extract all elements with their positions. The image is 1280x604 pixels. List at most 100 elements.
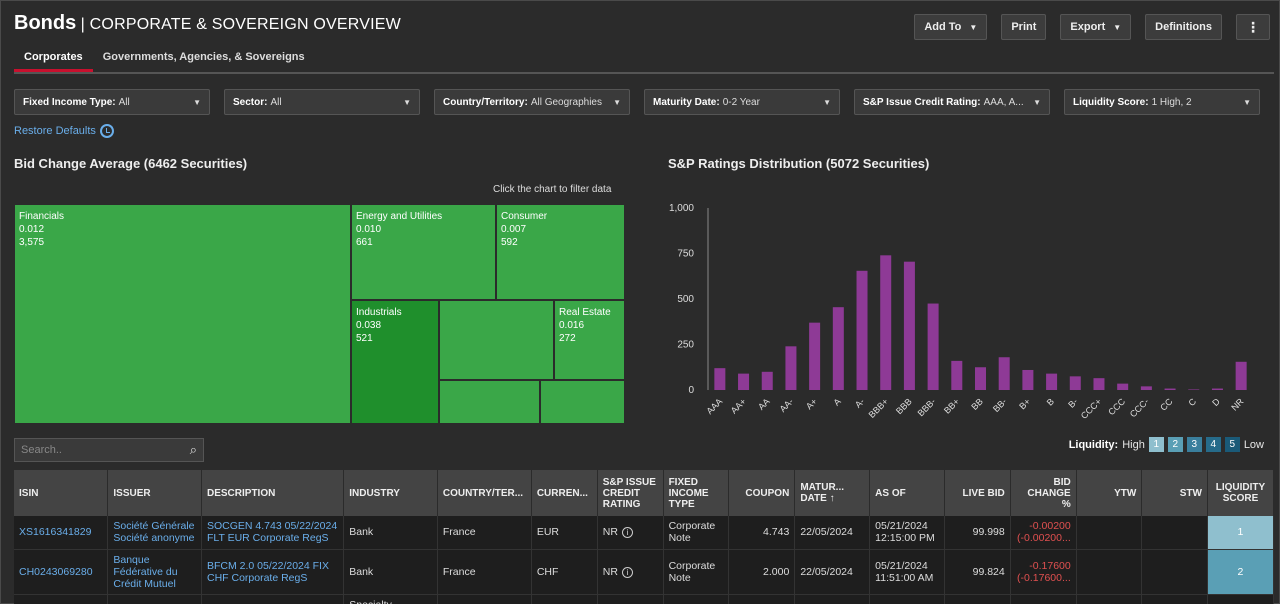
bar-BBB[interactable] (903, 261, 915, 390)
bar-CCC+[interactable] (1093, 378, 1105, 390)
info-icon[interactable]: i (621, 566, 633, 578)
table-row: CH0243069280 Banque Fédérative du Crédit… (14, 549, 1275, 595)
bar-BBB-[interactable] (927, 303, 939, 390)
cell-ytw (1076, 549, 1143, 595)
bar-BB-[interactable] (998, 357, 1010, 390)
search-input[interactable]: Search.. ⌕ (14, 438, 204, 462)
print-button[interactable]: Print (1001, 14, 1047, 40)
tab-governments[interactable]: Governments, Agencies, & Sovereigns (102, 51, 305, 63)
bar-CCC-[interactable] (1140, 386, 1152, 390)
treemap-cell-unlabeled[interactable] (439, 300, 554, 380)
bar-A-[interactable] (856, 270, 868, 390)
col-as-of[interactable]: AS OF (869, 470, 946, 516)
cell-live-bid: 99.998 (944, 516, 1011, 550)
bar-D[interactable] (1211, 388, 1223, 390)
table-header-row: ISIN ISSUER DESCRIPTION INDUSTRY COUNTRY… (14, 470, 1275, 516)
more-options-button[interactable]: ⋮ (1236, 14, 1270, 40)
cell-empty (597, 594, 664, 604)
treemap-cell-consumer[interactable]: Consumer 0.007 592 (496, 204, 625, 300)
add-to-button[interactable]: Add To ▼ (914, 14, 988, 40)
filter-sector[interactable]: Sector: All ▼ (224, 89, 420, 115)
export-button[interactable]: Export ▼ (1060, 14, 1132, 40)
x-tick-label: D (1210, 396, 1222, 408)
col-industry[interactable]: INDUSTRY (343, 470, 438, 516)
treemap-hint: Click the chart to filter data (493, 184, 612, 195)
bar-AA+[interactable] (738, 373, 750, 390)
col-live-bid[interactable]: LIVE BID (944, 470, 1011, 516)
liquidity-level-4: 4 (1205, 437, 1221, 452)
cell-count: 592 (501, 237, 518, 248)
cell-bid-change: -0.00200 (-0.00200... (1010, 516, 1077, 550)
cell-count: 272 (559, 333, 576, 344)
filter-value: All Geographies (530, 96, 602, 108)
col-bid-change[interactable]: BID CHANGE % (1010, 470, 1077, 516)
x-tick-label: B- (1066, 396, 1079, 409)
info-icon[interactable]: i (621, 527, 633, 539)
chevron-down-icon: ▼ (193, 97, 201, 107)
col-issuer[interactable]: ISSUER (107, 470, 202, 516)
bar-B+[interactable] (1022, 369, 1034, 390)
col-coupon[interactable]: COUPON (728, 470, 796, 516)
treemap-cell-real-estate[interactable]: Real Estate 0.016 272 (554, 300, 625, 380)
cell-isin[interactable]: XS1616341829 (14, 516, 109, 550)
bar-CCC[interactable] (1117, 383, 1129, 390)
liquidity-level-1: 1 (1148, 437, 1164, 452)
bar-C[interactable] (1188, 389, 1200, 390)
chevron-down-icon: ▼ (1113, 22, 1122, 32)
bar-BB[interactable] (975, 367, 986, 390)
bar-NR[interactable] (1235, 361, 1247, 390)
col-country[interactable]: COUNTRY/TER... (437, 470, 532, 516)
treemap-cell-financials[interactable]: Financials 0.012 3,575 (14, 204, 351, 424)
cell-bid-change: -0.17600 (-0.17600... (1010, 549, 1077, 595)
print-label: Print (1011, 21, 1037, 33)
treemap-cell-energy[interactable]: Energy and Utilities 0.010 661 (351, 204, 496, 300)
filter-fixed-income-type[interactable]: Fixed Income Type: All ▼ (14, 89, 210, 115)
bar-BBB+[interactable] (880, 255, 892, 390)
treemap-cell-unlabeled[interactable] (439, 380, 540, 424)
tab-corporates[interactable]: Corporates (14, 44, 93, 72)
treemap-cell-industrials[interactable]: Industrials 0.038 521 (351, 300, 439, 424)
col-currency[interactable]: CURREN... (531, 470, 598, 516)
bar-BB+[interactable] (951, 360, 963, 390)
treemap-cell-unlabeled[interactable] (540, 380, 625, 424)
filter-maturity-date[interactable]: Maturity Date: 0-2 Year ▼ (644, 89, 840, 115)
bar-A[interactable] (832, 307, 844, 390)
filter-liquidity-score[interactable]: Liquidity Score: 1 High, 2 ▼ (1064, 89, 1260, 115)
filter-country[interactable]: Country/Territory: All Geographies ▼ (434, 89, 630, 115)
cell-description[interactable]: BFCM 2.0 05/22/2024 FIX CHF Corporate Re… (201, 549, 345, 595)
bar-CC[interactable] (1164, 388, 1176, 390)
x-tick-label: AA+ (729, 396, 748, 415)
cell-empty (728, 594, 796, 604)
restore-defaults-link[interactable]: Restore Defaults (14, 124, 114, 138)
x-tick-label: BBB- (916, 396, 938, 418)
bar-B-[interactable] (1069, 376, 1081, 390)
bid-change-value: -0.00200 (1029, 520, 1071, 533)
cell-coupon: 4.743 (728, 516, 796, 550)
col-liquidity-score[interactable]: LIQUIDITY SCORE (1207, 470, 1275, 516)
col-ytw[interactable]: YTW (1076, 470, 1143, 516)
x-tick-label: AA (756, 396, 772, 412)
cell-isin[interactable]: CH0243069280 (14, 549, 109, 595)
col-maturity-date[interactable]: MATUR... DATE ↑ (794, 470, 871, 516)
cell-issuer[interactable]: Banque Fédérative du Crédit Mutuel (107, 549, 202, 595)
bar-AA-[interactable] (785, 346, 797, 390)
bar-B[interactable] (1046, 373, 1058, 390)
filter-credit-rating[interactable]: S&P Issue Credit Rating: AAA, A... ▼ (854, 89, 1050, 115)
col-stw[interactable]: STW (1141, 470, 1208, 516)
bar-AA[interactable] (761, 371, 773, 390)
col-description[interactable]: DESCRIPTION (201, 470, 345, 516)
col-fixed-income-type[interactable]: FIXED INCOME TYPE (663, 470, 730, 516)
bar-A+[interactable] (809, 322, 821, 390)
bar-AAA[interactable] (714, 368, 726, 390)
search-icon: ⌕ (189, 442, 197, 457)
y-tick-label: 750 (677, 249, 694, 260)
x-tick-label: NR (1229, 396, 1246, 413)
filter-key: Sector: (233, 96, 268, 108)
col-isin[interactable]: ISIN (14, 470, 109, 516)
cell-description[interactable]: SOCGEN 4.743 05/22/2024 FLT EUR Corporat… (201, 516, 345, 550)
cell-name: Energy and Utilities (356, 211, 443, 222)
cell-issuer[interactable]: Société Générale Société anonyme (107, 516, 202, 550)
definitions-button[interactable]: Definitions (1145, 14, 1222, 40)
col-credit-rating[interactable]: S&P ISSUE CREDIT RATING (597, 470, 664, 516)
